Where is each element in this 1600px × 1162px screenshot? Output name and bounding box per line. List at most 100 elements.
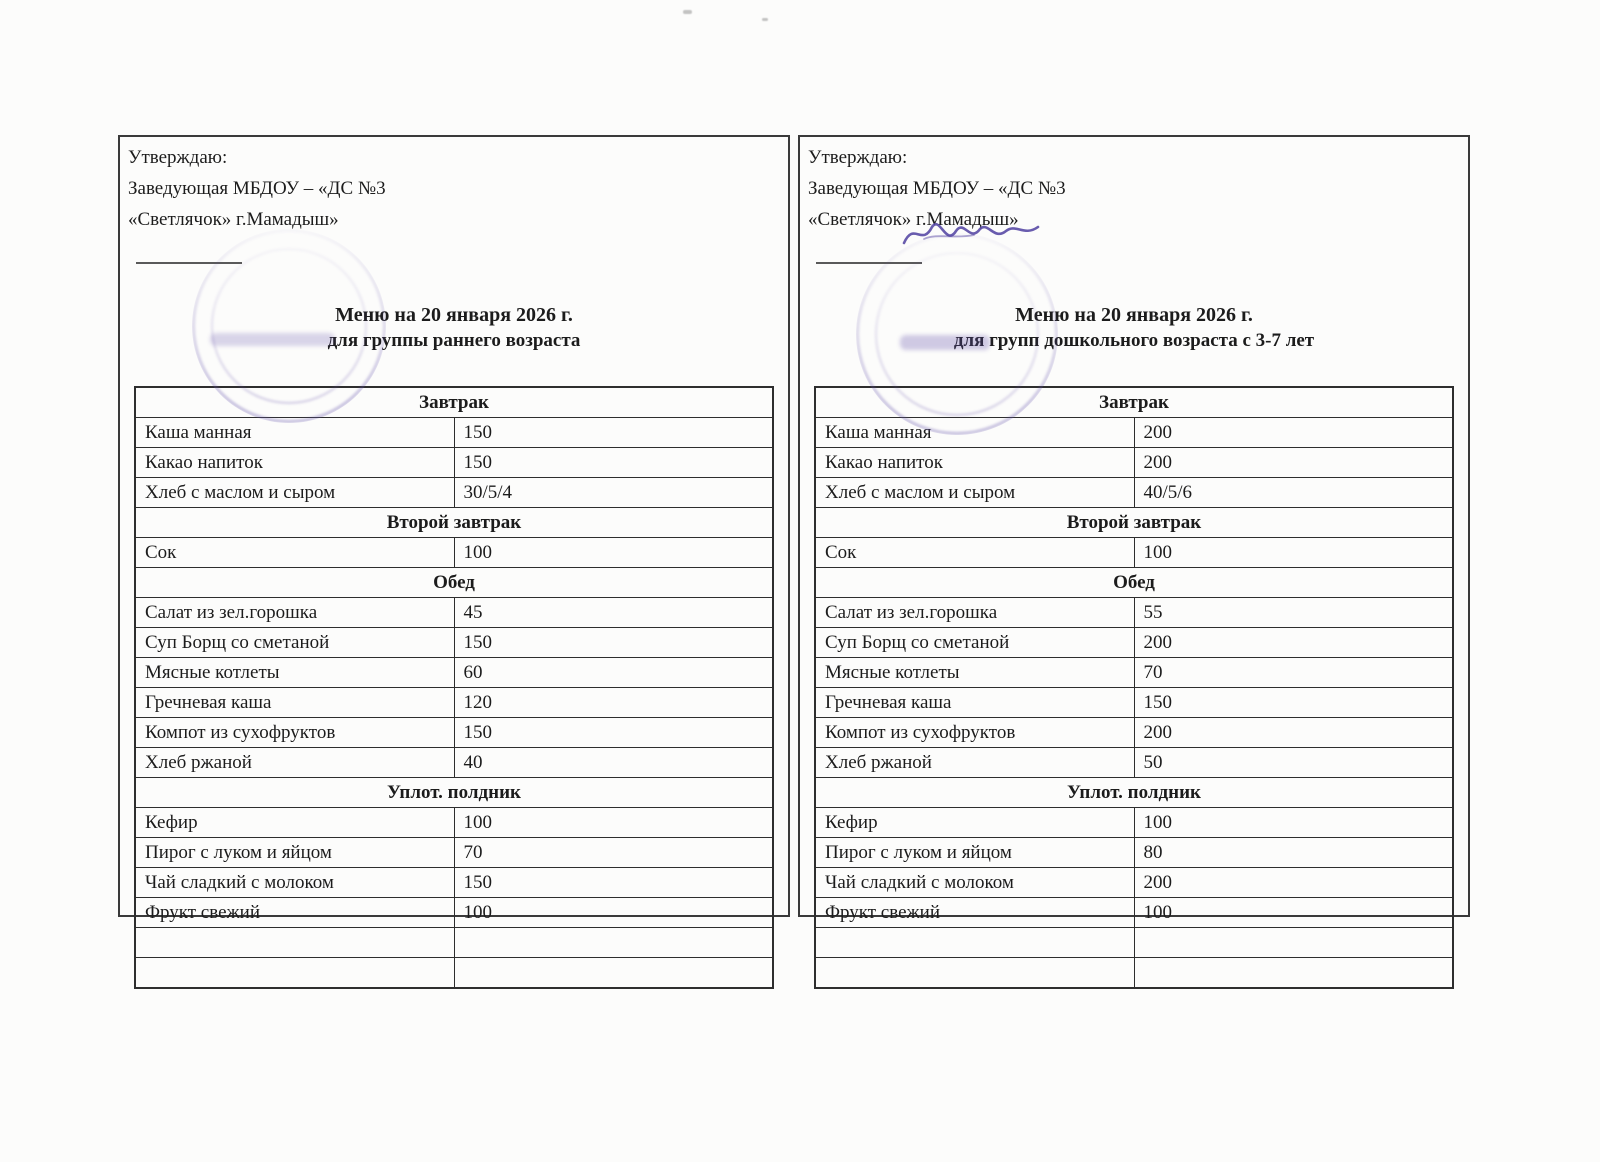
section-header-row: Второй завтрак xyxy=(134,507,774,539)
dish-name-cell: Пирог с луком и яйцом xyxy=(814,837,1135,869)
menu-row: Фрукт свежий 100 xyxy=(134,897,774,929)
dish-name-cell: Суп Борщ со сметаной xyxy=(814,627,1135,659)
dish-name-cell: Салат из зел.горошка xyxy=(814,597,1135,629)
section-header-row: Уплот. полдник xyxy=(134,777,774,809)
menu-row: Мясные котлеты 70 xyxy=(814,657,1454,689)
approval-line: Утверждаю: xyxy=(128,147,228,168)
menu-row: Суп Борщ со сметаной 200 xyxy=(814,627,1454,659)
portion-cell: 40 xyxy=(453,747,774,779)
portion-cell xyxy=(1133,957,1454,989)
dish-name-cell: Хлеб с маслом и сыром xyxy=(134,477,455,509)
menu-row: Мясные котлеты 60 xyxy=(134,657,774,689)
dish-name-cell: Чай сладкий с молоком xyxy=(134,867,455,899)
approval-line: Утверждаю: xyxy=(808,147,908,168)
approval-block: Утверждаю: Заведующая МБДОУ – «ДС №3 «Св… xyxy=(128,143,780,235)
dish-name-cell: Гречневая каша xyxy=(814,687,1135,719)
portion-cell: 150 xyxy=(453,627,774,659)
section-header-row: Завтрак xyxy=(134,386,774,419)
dish-name-cell: Какао напиток xyxy=(134,447,455,479)
portion-cell: 40/5/6 xyxy=(1133,477,1454,509)
dish-name-cell: Кефир xyxy=(134,807,455,839)
approval-line: «Светлячок» г.Мамадыш» xyxy=(808,208,1019,230)
menu-row: Какао напиток 200 xyxy=(814,447,1454,479)
dish-name-cell: Кефир xyxy=(814,807,1135,839)
dish-name-cell: Салат из зел.горошка xyxy=(134,597,455,629)
portion-cell: 60 xyxy=(453,657,774,689)
menu-table: Завтрак Каша манная 150 Какао напиток 150 Хле… xyxy=(134,386,774,990)
section-header-row: Обед xyxy=(814,567,1454,599)
dish-name-cell: Мясные котлеты xyxy=(814,657,1135,689)
section-header: Обед xyxy=(814,567,1454,599)
dish-name-cell: Хлеб ржаной xyxy=(814,747,1135,779)
menu-row: Пирог с луком и яйцом 70 xyxy=(134,837,774,869)
dish-name-cell: Каша манная xyxy=(134,417,455,449)
dish-name-cell: Компот из сухофруктов xyxy=(134,717,455,749)
title-block: Меню на 20 января 2026 г. для группы ран… xyxy=(128,304,780,352)
portion-cell: 100 xyxy=(1133,897,1454,929)
signature-line xyxy=(816,261,922,265)
menu-row: Компот из сухофруктов 200 xyxy=(814,717,1454,749)
portion-cell: 80 xyxy=(1133,837,1454,869)
menu-row: Салат из зел.горошка 45 xyxy=(134,597,774,629)
menu-row: Гречневая каша 150 xyxy=(814,687,1454,719)
menu-row: Хлеб с маслом и сыром 40/5/6 xyxy=(814,477,1454,509)
dish-name-cell: Какао напиток xyxy=(814,447,1135,479)
menu-row: Каша манная 200 xyxy=(814,417,1454,449)
portion-cell xyxy=(1133,927,1454,959)
dish-name-cell: Мясные котлеты xyxy=(134,657,455,689)
portion-cell: 100 xyxy=(453,537,774,569)
portion-cell xyxy=(453,957,774,989)
portion-cell: 200 xyxy=(1133,627,1454,659)
section-header: Завтрак xyxy=(814,386,1454,419)
portion-cell: 100 xyxy=(453,897,774,929)
empty-row xyxy=(134,927,774,959)
portion-cell: 120 xyxy=(453,687,774,719)
dish-name-cell xyxy=(814,927,1135,959)
section-header: Обед xyxy=(134,567,774,599)
dish-name-cell: Суп Борщ со сметаной xyxy=(134,627,455,659)
menu-table: Завтрак Каша манная 200 Какао напиток 200 Хле… xyxy=(814,386,1454,990)
menu-subtitle: для группы раннего возраста xyxy=(327,330,581,352)
signature-line xyxy=(136,261,242,265)
title-block: Меню на 20 января 2026 г. для групп дошк… xyxy=(808,304,1460,352)
approval-line: «Светлячок» г.Мамадыш» xyxy=(128,208,339,230)
menu-row: Чай сладкий с молоком 200 xyxy=(814,867,1454,899)
menu-subtitle: для групп дошкольного возраста с 3-7 лет xyxy=(953,330,1315,352)
portion-cell xyxy=(453,927,774,959)
portion-cell: 100 xyxy=(1133,807,1454,839)
portion-cell: 70 xyxy=(1133,657,1454,689)
empty-row xyxy=(814,927,1454,959)
dish-name-cell: Сок xyxy=(814,537,1135,569)
dish-name-cell: Хлеб с маслом и сыром xyxy=(814,477,1135,509)
section-header: Уплот. полдник xyxy=(134,777,774,809)
menu-row: Сок 100 xyxy=(814,537,1454,569)
dish-name-cell xyxy=(134,957,455,989)
dish-name-cell xyxy=(814,957,1135,989)
portion-cell: 200 xyxy=(1133,867,1454,899)
menu-title: Меню на 20 января 2026 г. xyxy=(335,304,573,327)
portion-cell: 150 xyxy=(453,867,774,899)
menu-row: Кефир 100 xyxy=(814,807,1454,839)
section-header-row: Второй завтрак xyxy=(814,507,1454,539)
portion-cell: 100 xyxy=(453,807,774,839)
dish-name-cell: Фрукт свежий xyxy=(814,897,1135,929)
scan-speck xyxy=(683,10,692,14)
menu-row: Фрукт свежий 100 xyxy=(814,897,1454,929)
scan-speck xyxy=(762,18,768,21)
approval-line: Заведующая МБДОУ – «ДС №3 xyxy=(808,177,1066,199)
section-header-row: Уплот. полдник xyxy=(814,777,1454,809)
portion-cell: 200 xyxy=(1133,417,1454,449)
menu-panel-early-age: Утверждаю: Заведующая МБДОУ – «ДС №3 «Св… xyxy=(118,135,790,990)
menu-row: Хлеб ржаной 40 xyxy=(134,747,774,779)
empty-row xyxy=(814,957,1454,989)
portion-cell: 200 xyxy=(1133,447,1454,479)
dish-name-cell: Пирог с луком и яйцом xyxy=(134,837,455,869)
approval-block: Утверждаю: Заведующая МБДОУ – «ДС №3 «Св… xyxy=(808,143,1460,235)
section-header-row: Завтрак xyxy=(814,386,1454,419)
portion-cell: 55 xyxy=(1133,597,1454,629)
menu-row: Чай сладкий с молоком 150 xyxy=(134,867,774,899)
portion-cell: 70 xyxy=(453,837,774,869)
menu-row: Компот из сухофруктов 150 xyxy=(134,717,774,749)
portion-cell: 30/5/4 xyxy=(453,477,774,509)
dish-name-cell: Каша манная xyxy=(814,417,1135,449)
